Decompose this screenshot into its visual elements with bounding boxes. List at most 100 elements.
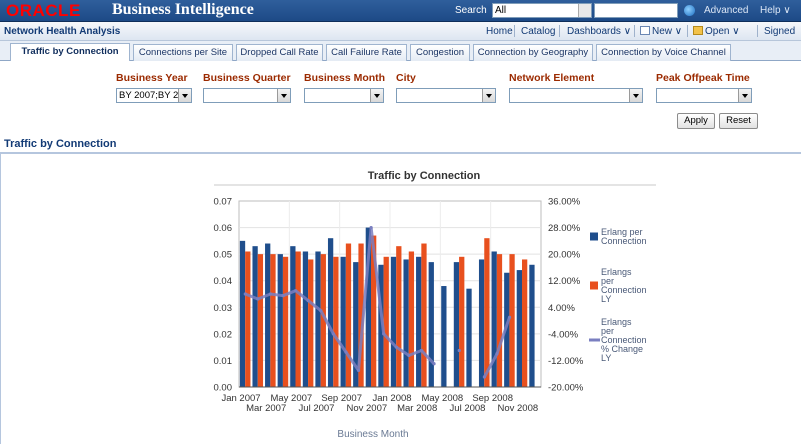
help-menu[interactable]: Help ∨ (760, 5, 791, 16)
bar-erlang-per-connection[interactable] (353, 262, 359, 387)
bar-erlang-per-connection[interactable] (340, 256, 346, 387)
bar-erlang-per-connection[interactable] (277, 254, 283, 387)
bar-erlangs-per-connection-ly[interactable] (270, 254, 276, 387)
line-point[interactable] (256, 297, 260, 301)
line-point[interactable] (306, 299, 310, 303)
bar-erlang-per-connection[interactable] (290, 246, 296, 387)
bar-erlang-per-connection[interactable] (365, 227, 371, 387)
tab-call-failure-rate[interactable]: Call Failure Rate (326, 44, 407, 61)
line-point[interactable] (507, 315, 512, 319)
business-year-select[interactable]: BY 2007;BY 20 (116, 88, 192, 103)
chevron-down-icon[interactable] (370, 89, 383, 102)
bar-erlangs-per-connection-ly[interactable] (484, 238, 490, 387)
bar-erlangs-per-connection-ly[interactable] (308, 259, 314, 387)
search-input[interactable] (594, 3, 678, 18)
bar-erlangs-per-connection-ly[interactable] (370, 235, 377, 387)
dashboards-menu[interactable]: Dashboards ∨ (567, 26, 632, 37)
bar-erlang-per-connection[interactable] (466, 288, 472, 387)
line-point[interactable] (407, 353, 411, 358)
tab-congestion[interactable]: Congestion (410, 44, 470, 61)
bar-erlangs-per-connection-ly[interactable] (383, 256, 389, 387)
line-point[interactable] (482, 375, 486, 379)
open-menu[interactable]: Open ∨ (693, 26, 740, 37)
line-point[interactable] (294, 289, 298, 293)
bar-erlangs-per-connection-ly[interactable] (257, 254, 264, 387)
bar-erlang-per-connection[interactable] (315, 251, 321, 387)
tab-connection-by-voice-channel[interactable]: Connection by Voice Channel (596, 44, 731, 61)
tab-connection-by-geography[interactable]: Connection by Geography (473, 44, 593, 61)
advanced-link[interactable]: Advanced (704, 5, 749, 16)
bar-erlangs-per-connection-ly[interactable] (333, 256, 339, 387)
bar-erlangs-per-connection-ly[interactable] (245, 251, 251, 387)
tab-connections-per-site[interactable]: Connections per Site (133, 44, 233, 61)
bar-erlangs-per-connection-ly[interactable] (421, 243, 427, 387)
line-point[interactable] (394, 345, 398, 349)
line-point[interactable] (331, 332, 335, 336)
catalog-link[interactable]: Catalog (521, 26, 556, 37)
reset-button[interactable]: Reset (719, 113, 758, 129)
bar-erlang-per-connection[interactable] (252, 246, 258, 387)
chevron-down-icon[interactable] (277, 89, 290, 102)
line-point[interactable] (281, 294, 285, 298)
bar-erlang-per-connection[interactable] (403, 259, 409, 387)
bar-erlang-per-connection[interactable] (516, 270, 522, 387)
bar-erlang-per-connection[interactable] (327, 238, 334, 387)
peak-offpeak-select[interactable] (656, 88, 752, 103)
home-link[interactable]: Home (486, 26, 513, 37)
bar-erlangs-per-connection-ly[interactable] (295, 251, 301, 387)
line-point[interactable] (382, 332, 386, 336)
tab-traffic-by-connection[interactable]: Traffic by Connection (10, 43, 130, 61)
bar-erlang-per-connection[interactable] (478, 259, 485, 387)
section-title: Traffic by Connection (4, 138, 117, 150)
bar-erlang-per-connection[interactable] (416, 256, 422, 387)
line-percent-change-ly[interactable] (244, 226, 436, 372)
apply-button[interactable]: Apply (677, 113, 715, 129)
bar-erlangs-per-connection-ly[interactable] (521, 259, 528, 387)
line-point[interactable] (344, 350, 348, 354)
x-axis-label: Business Month (337, 429, 408, 440)
search-scope-select[interactable]: All (492, 3, 592, 18)
chevron-down-icon[interactable] (578, 4, 591, 17)
city-select[interactable] (396, 88, 496, 103)
line-point[interactable] (369, 225, 373, 230)
line-point[interactable] (243, 292, 247, 296)
line-point[interactable] (432, 362, 436, 366)
bar-erlang-per-connection[interactable] (390, 256, 397, 387)
bar-erlang-per-connection[interactable] (453, 262, 460, 387)
chevron-down-icon[interactable] (178, 89, 191, 102)
bar-erlangs-per-connection-ly[interactable] (345, 243, 352, 387)
new-menu[interactable]: New ∨ (640, 26, 682, 37)
chevron-down-icon[interactable] (738, 89, 751, 102)
business-quarter-select[interactable] (203, 88, 291, 103)
tab-dropped-call-rate[interactable]: Dropped Call Rate (236, 44, 323, 61)
bar-erlang-per-connection[interactable] (302, 251, 309, 387)
line-point[interactable] (319, 309, 323, 313)
bar-erlangs-per-connection-ly[interactable] (496, 254, 503, 387)
search-go-icon[interactable] (684, 5, 695, 16)
bar-erlang-per-connection[interactable] (529, 264, 535, 387)
bar-erlangs-per-connection-ly[interactable] (459, 256, 465, 387)
bar-erlangs-per-connection-ly[interactable] (408, 251, 415, 387)
bar-erlang-per-connection[interactable] (491, 251, 497, 387)
bar-erlang-per-connection[interactable] (378, 264, 384, 387)
line-point[interactable] (268, 292, 273, 296)
business-month-select[interactable] (304, 88, 384, 103)
bar-erlang-per-connection[interactable] (441, 286, 447, 387)
line-point[interactable] (356, 368, 361, 372)
bar-erlangs-per-connection-ly[interactable] (358, 243, 364, 387)
line-point[interactable] (457, 348, 461, 353)
line-point[interactable] (419, 348, 424, 353)
chevron-down-icon[interactable] (482, 89, 495, 102)
bar-erlangs-per-connection-ly[interactable] (282, 256, 289, 387)
bar-erlang-per-connection[interactable] (265, 243, 271, 387)
signed-in-label[interactable]: Signed (764, 26, 796, 37)
network-element-select[interactable] (509, 88, 643, 103)
bar-erlangs-per-connection-ly[interactable] (509, 254, 515, 387)
x-tick-label: Jan 2008 (372, 393, 411, 404)
bar-erlang-per-connection[interactable] (428, 262, 434, 387)
bar-erlang-per-connection[interactable] (239, 240, 246, 387)
line-point[interactable] (495, 352, 499, 356)
bar-erlangs-per-connection-ly[interactable] (396, 246, 402, 387)
bar-erlangs-per-connection-ly[interactable] (320, 254, 326, 387)
chevron-down-icon[interactable] (629, 89, 642, 102)
